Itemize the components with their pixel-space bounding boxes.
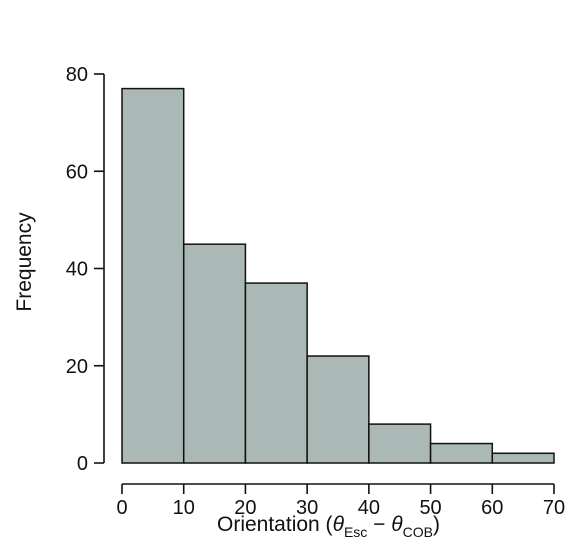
y-tick-label-60: 60 <box>66 161 88 183</box>
x-tick-label-40: 40 <box>358 497 380 519</box>
x-axis-title-sub-cob: COB <box>403 524 433 540</box>
x-tick-label-50: 50 <box>419 497 441 519</box>
x-axis-title-suffix: ) <box>433 513 440 536</box>
x-tick-label-70: 70 <box>543 497 565 519</box>
x-axis-title-prefix: Orientation ( <box>217 513 333 536</box>
x-tick-label-10: 10 <box>173 497 195 519</box>
bar-bin-50-60 <box>429 442 494 464</box>
x-tick-label-20: 20 <box>234 497 256 519</box>
y-tick-label-0: 0 <box>77 453 88 475</box>
x-ticks-group: 0 10 20 30 40 50 60 70 <box>116 484 565 519</box>
bar-bin-10-20 <box>182 243 247 464</box>
bar-bin-40-50 <box>368 423 432 464</box>
x-axis-title-theta-esc: θ <box>333 513 345 536</box>
y-ticks-group: 0 20 40 60 80 <box>66 64 104 475</box>
x-tick-label-60: 60 <box>481 497 503 519</box>
x-axis-title: Orientation (θEsc − θCOB) <box>217 513 440 540</box>
bar-bin-20-30 <box>244 282 308 464</box>
bar-bin-0-10 <box>121 87 185 464</box>
x-axis-title-theta-cob: θ <box>391 513 403 536</box>
y-tick-label-20: 20 <box>66 356 88 378</box>
y-tick-label-80: 80 <box>66 64 88 86</box>
y-axis-title: Frequency <box>13 212 36 312</box>
bar-bin-30-40 <box>306 355 370 464</box>
x-axis-title-minus: − <box>367 513 391 536</box>
x-tick-label-0: 0 <box>116 497 127 519</box>
x-axis-title-sub-esc: Esc <box>344 524 367 540</box>
x-tick-label-30: 30 <box>296 497 318 519</box>
bar-bin-60-70 <box>491 452 555 464</box>
bars-group <box>121 87 555 464</box>
y-tick-label-40: 40 <box>66 259 88 281</box>
